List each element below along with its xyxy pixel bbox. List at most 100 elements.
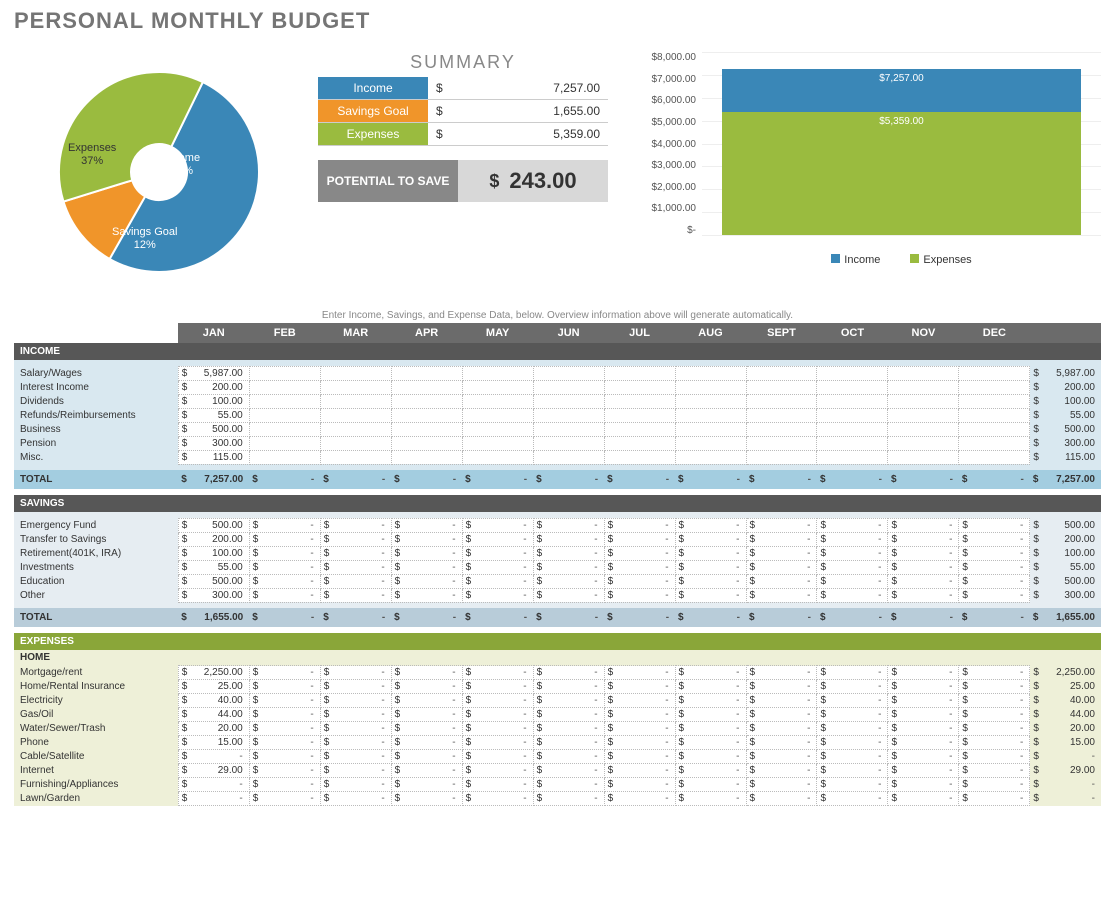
data-cell[interactable]: $-: [746, 666, 817, 680]
data-cell[interactable]: $40.00: [178, 694, 249, 708]
data-cell[interactable]: $-: [462, 722, 533, 736]
data-cell[interactable]: [746, 380, 817, 394]
data-cell[interactable]: $-: [533, 750, 604, 764]
data-cell[interactable]: $-: [320, 708, 391, 722]
data-cell[interactable]: $-: [533, 736, 604, 750]
data-cell[interactable]: $-: [391, 574, 462, 588]
data-cell[interactable]: [391, 366, 462, 380]
data-cell[interactable]: [888, 408, 959, 422]
data-cell[interactable]: $-: [817, 708, 888, 722]
data-cell[interactable]: [959, 366, 1030, 380]
data-cell[interactable]: [604, 394, 675, 408]
data-cell[interactable]: $-: [817, 792, 888, 806]
data-cell[interactable]: $-: [746, 750, 817, 764]
data-cell[interactable]: $-: [249, 666, 320, 680]
data-cell[interactable]: $-: [462, 574, 533, 588]
data-cell[interactable]: [746, 450, 817, 464]
data-cell[interactable]: $-: [675, 708, 746, 722]
data-cell[interactable]: $-: [604, 574, 675, 588]
data-cell[interactable]: [462, 380, 533, 394]
data-cell[interactable]: $-: [675, 574, 746, 588]
data-cell[interactable]: $-: [462, 750, 533, 764]
data-cell[interactable]: [817, 366, 888, 380]
data-cell[interactable]: $-: [817, 560, 888, 574]
data-cell[interactable]: [675, 450, 746, 464]
data-cell[interactable]: $-: [675, 546, 746, 560]
data-cell[interactable]: $-: [746, 694, 817, 708]
data-cell[interactable]: [249, 408, 320, 422]
data-cell[interactable]: $-: [675, 560, 746, 574]
data-cell[interactable]: $-: [533, 708, 604, 722]
data-cell[interactable]: $-: [888, 666, 959, 680]
data-cell[interactable]: $-: [746, 680, 817, 694]
data-cell[interactable]: [675, 422, 746, 436]
data-cell[interactable]: [817, 436, 888, 450]
data-cell[interactable]: [604, 408, 675, 422]
data-cell[interactable]: $-: [320, 518, 391, 532]
data-cell[interactable]: [746, 422, 817, 436]
data-cell[interactable]: [462, 394, 533, 408]
data-cell[interactable]: $-: [959, 546, 1030, 560]
data-cell[interactable]: $-: [391, 560, 462, 574]
data-cell[interactable]: $-: [533, 666, 604, 680]
data-cell[interactable]: $-: [320, 778, 391, 792]
data-cell[interactable]: $-: [959, 792, 1030, 806]
data-cell[interactable]: [533, 366, 604, 380]
data-cell[interactable]: [746, 366, 817, 380]
data-cell[interactable]: $-: [533, 518, 604, 532]
data-cell[interactable]: $300.00: [178, 588, 249, 602]
data-cell[interactable]: $-: [888, 778, 959, 792]
data-cell[interactable]: $300.00: [178, 436, 249, 450]
data-cell[interactable]: $-: [249, 778, 320, 792]
data-cell[interactable]: $-: [959, 574, 1030, 588]
data-cell[interactable]: $-: [462, 708, 533, 722]
data-cell[interactable]: $-: [888, 546, 959, 560]
data-cell[interactable]: $-: [391, 680, 462, 694]
data-cell[interactable]: [675, 394, 746, 408]
data-cell[interactable]: $-: [533, 560, 604, 574]
data-cell[interactable]: $-: [604, 764, 675, 778]
data-cell[interactable]: [959, 422, 1030, 436]
data-cell[interactable]: $-: [391, 778, 462, 792]
data-cell[interactable]: $-: [249, 694, 320, 708]
data-cell[interactable]: $-: [249, 750, 320, 764]
data-cell[interactable]: $-: [817, 588, 888, 602]
data-cell[interactable]: $-: [533, 574, 604, 588]
data-cell[interactable]: [675, 436, 746, 450]
data-cell[interactable]: $-: [675, 680, 746, 694]
data-cell[interactable]: [391, 450, 462, 464]
data-cell[interactable]: $-: [746, 722, 817, 736]
data-cell[interactable]: $-: [462, 666, 533, 680]
data-cell[interactable]: $-: [817, 694, 888, 708]
data-cell[interactable]: $-: [675, 750, 746, 764]
data-cell[interactable]: $-: [391, 532, 462, 546]
data-cell[interactable]: [462, 422, 533, 436]
data-cell[interactable]: $-: [462, 518, 533, 532]
data-cell[interactable]: [746, 408, 817, 422]
data-cell[interactable]: $-: [391, 546, 462, 560]
data-cell[interactable]: [533, 394, 604, 408]
data-cell[interactable]: [959, 380, 1030, 394]
data-cell[interactable]: $-: [746, 708, 817, 722]
data-cell[interactable]: [462, 450, 533, 464]
data-cell[interactable]: [320, 450, 391, 464]
data-cell[interactable]: [888, 422, 959, 436]
data-cell[interactable]: $-: [604, 560, 675, 574]
data-cell[interactable]: $25.00: [178, 680, 249, 694]
data-cell[interactable]: $-: [746, 518, 817, 532]
data-cell[interactable]: $5,987.00: [178, 366, 249, 380]
data-cell[interactable]: $-: [959, 764, 1030, 778]
data-cell[interactable]: $-: [888, 792, 959, 806]
data-cell[interactable]: $-: [817, 778, 888, 792]
data-cell[interactable]: [249, 436, 320, 450]
data-cell[interactable]: $-: [604, 778, 675, 792]
data-cell[interactable]: $-: [462, 736, 533, 750]
data-cell[interactable]: $-: [604, 792, 675, 806]
data-cell[interactable]: [604, 422, 675, 436]
data-cell[interactable]: $15.00: [178, 736, 249, 750]
data-cell[interactable]: $-: [959, 694, 1030, 708]
data-cell[interactable]: $115.00: [178, 450, 249, 464]
data-cell[interactable]: $-: [959, 588, 1030, 602]
data-cell[interactable]: $-: [178, 778, 249, 792]
data-cell[interactable]: $-: [959, 778, 1030, 792]
